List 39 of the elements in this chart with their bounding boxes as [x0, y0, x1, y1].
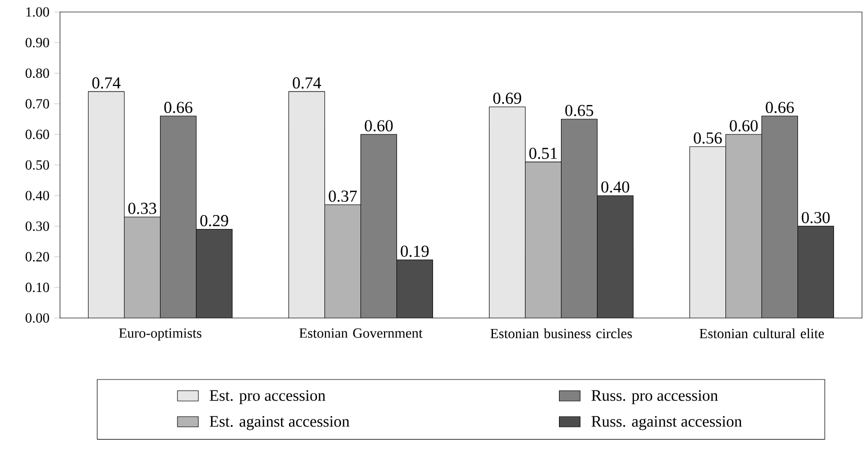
y-tick-label: 0.90 [26, 38, 50, 48]
bar [396, 260, 434, 318]
bar [797, 226, 834, 318]
data-label: 0.51 [529, 148, 557, 160]
legend-label: Est. pro accession [210, 390, 326, 404]
data-label: 0.60 [364, 120, 393, 132]
data-label: 0.74 [92, 77, 121, 89]
data-label: 0.33 [128, 202, 156, 214]
data-label: 0.69 [493, 92, 522, 104]
data-label: 0.40 [601, 181, 630, 193]
y-tick-label: 0.30 [26, 221, 50, 231]
y-tick-label: 0.40 [26, 190, 50, 200]
y-tick-label: 0.20 [26, 252, 50, 262]
y-tick-label: 0.50 [26, 160, 50, 170]
data-label: 0.29 [200, 215, 228, 226]
data-label: 0.56 [694, 132, 722, 144]
y-tick-label: 1.00 [26, 7, 50, 17]
data-label: 0.37 [328, 190, 357, 202]
data-label: 0.60 [730, 120, 758, 132]
bar [196, 228, 233, 318]
y-tick-label: 0.00 [26, 313, 50, 323]
data-label: 0.66 [164, 102, 192, 114]
x-tick-label: Estonian cultural elite [700, 328, 824, 338]
bar [596, 195, 634, 318]
legend-label: Russ. pro accession [592, 390, 718, 404]
y-tick-label: 0.80 [26, 68, 50, 78]
y-tick-label: 0.60 [26, 130, 50, 140]
legend-label: Russ. against accession [592, 416, 742, 430]
x-tick-label: Estonian Government [299, 328, 422, 338]
y-tick-label: 0.70 [26, 99, 50, 109]
legend-label: Est. against accession [210, 416, 350, 430]
data-label: 0.66 [766, 102, 794, 114]
x-tick-label: Euro-optimists [119, 328, 202, 341]
data-label: 0.65 [565, 104, 594, 116]
data-label: 0.19 [400, 246, 429, 257]
data-label: 0.74 [292, 77, 322, 89]
data-label: 0.30 [802, 212, 830, 224]
x-tick-label: Estonian business circles [490, 328, 632, 338]
y-tick-label: 0.10 [26, 282, 50, 292]
